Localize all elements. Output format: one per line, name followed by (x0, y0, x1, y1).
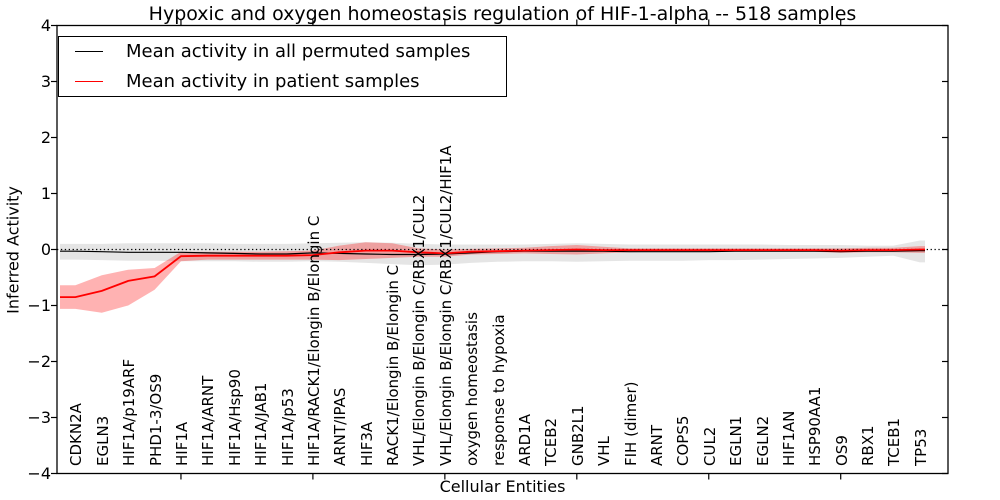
patient-line-swatch (75, 81, 103, 82)
x-tick-label: HIF1A/ARNT (199, 375, 218, 466)
x-tick-label: RBX1 (859, 425, 878, 466)
y-tick-label: −4 (27, 463, 51, 483)
x-tick-label: TP53 (911, 428, 930, 466)
y-tick-label: 1 (40, 183, 51, 203)
x-tick-label: CDKN2A (67, 403, 86, 466)
y-tick-label: 2 (40, 127, 51, 147)
x-tick-label: EGLN1 (727, 415, 746, 466)
legend-label: Mean activity in all permuted samples (126, 40, 471, 62)
y-tick-label: −2 (27, 351, 51, 371)
chart-title: Hypoxic and oxygen homeostasis regulatio… (148, 3, 857, 25)
x-tick-label: HIF1A/p53 (278, 388, 297, 466)
x-tick-label: GNB2L1 (568, 405, 587, 466)
x-tick-label: HIF1AN (779, 410, 798, 466)
x-tick-label: VHL (595, 436, 614, 466)
x-tick-label: ARD1A (516, 413, 535, 466)
x-tick-label: FIH (dimer) (621, 381, 640, 467)
y-tick-label: 4 (40, 15, 51, 35)
x-tick-label: HIF1A/JAB1 (252, 382, 271, 466)
x-tick-label: ARNT (647, 424, 666, 466)
x-tick-label: PHD1-3/OS9 (146, 373, 165, 466)
x-tick-label: HIF1A/p19ARF (120, 358, 139, 466)
x-tick-label: VHL/Elongin B/Elongin C/RBX1/CUL2 (410, 194, 429, 466)
x-tick-label: oxygen homeostasis (463, 312, 482, 466)
x-tick-label: HIF1A (172, 421, 191, 466)
x-tick-label: TCEB1 (885, 417, 904, 466)
y-tick-label: 3 (40, 71, 51, 91)
axis-frame (56, 24, 949, 475)
permuted-band (60, 240, 925, 266)
legend-entry-patient: Mean activity in patient samples (75, 69, 506, 95)
x-tick-label: HSP90AA1 (806, 386, 825, 466)
y-tick-label: −3 (27, 407, 51, 427)
x-tick-label: response to hypoxia (489, 314, 508, 466)
legend-entry-permuted: Mean activity in all permuted samples (75, 39, 506, 65)
permuted-line-swatch (75, 51, 103, 52)
legend: Mean activity in all permuted samples Me… (58, 36, 507, 97)
x-tick-label: HIF3A (357, 421, 376, 466)
x-tick-label: EGLN3 (93, 415, 112, 466)
x-tick-label: EGLN2 (753, 415, 772, 466)
x-tick-label: ARNT/IPAS (331, 387, 350, 466)
x-tick-label: TCEB2 (542, 417, 561, 466)
patient-band (60, 242, 925, 313)
legend-label: Mean activity in patient samples (126, 70, 420, 92)
x-tick-label: CUL2 (700, 426, 719, 466)
y-tick-label: −1 (27, 295, 51, 315)
x-tick-label: HIF1A/Hsp90 (225, 369, 244, 466)
y-tick-label: 0 (40, 239, 51, 259)
x-tick-label: COPS5 (674, 415, 693, 466)
x-axis-label: Cellular Entities (439, 477, 566, 496)
x-tick-label: RACK1/Elongin B/Elongin C (384, 264, 403, 466)
x-tick-label: HIF1A/RACK1/Elongin B/Elongin C (304, 215, 323, 466)
x-tick-label: VHL/Elongin B/Elongin C/RBX1/CUL2/HIF1A (436, 145, 455, 466)
patient-mean-line (60, 248, 925, 298)
x-tick-label: OS9 (832, 435, 851, 466)
